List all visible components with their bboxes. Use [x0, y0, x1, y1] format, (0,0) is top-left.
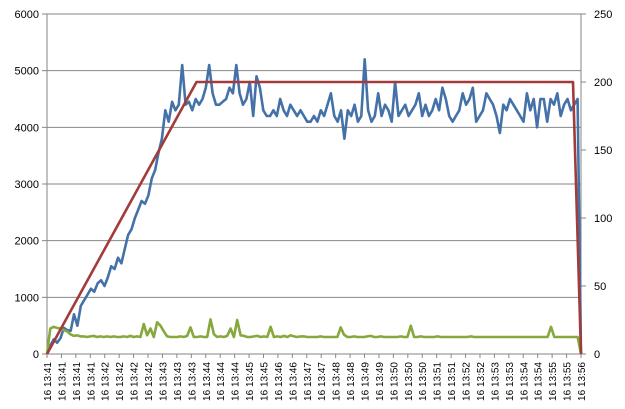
y-right-tick-label: 200 [594, 77, 612, 89]
x-tick-label: 16 13:42 [130, 362, 141, 401]
x-tick-label: 16 13:42 [115, 362, 126, 401]
x-tick-label: 16 13:47 [303, 362, 314, 401]
x-tick-label: 16 13:53 [505, 362, 516, 401]
x-tick-label: 16 13:48 [332, 362, 343, 401]
y-right-tick-label: 50 [594, 281, 606, 293]
y-left-tick-label: 6000 [15, 9, 39, 21]
y-axis-right-labels: 0 50 100 150 200 250 [594, 9, 612, 361]
x-tick-label: 16 13:42 [101, 362, 112, 401]
x-tick-label: 16 13:51 [447, 362, 458, 401]
x-tick-label: 16 13:41 [57, 362, 68, 401]
series-line-1 [45, 58, 583, 355]
x-tick-label: 16 13:41 [86, 362, 97, 401]
x-tick-label: 16 13:55 [563, 362, 574, 401]
x-tick-label: 16 13:54 [519, 362, 530, 401]
x-tick-label: 16 13:41 [72, 362, 83, 401]
y-right-tick-label: 100 [594, 213, 612, 225]
x-tick-label: 16 13:51 [433, 362, 444, 401]
x-tick-label: 16 13:56 [577, 362, 588, 401]
x-tick-label: 16 13:43 [187, 362, 198, 401]
x-tick-label: 16 13:47 [317, 362, 328, 401]
x-tick-label: 16 13:41 [43, 362, 54, 401]
y-axis-left-labels: 0 1000 2000 3000 4000 5000 6000 [15, 9, 39, 361]
y-left-tick-label: 2000 [15, 236, 39, 248]
y-right-tick-label: 250 [594, 9, 612, 21]
x-tick-label: 16 13:49 [361, 362, 372, 401]
x-tick-label: 16 13:50 [404, 362, 415, 401]
y-right-tick-label: 0 [594, 349, 600, 361]
x-tick-label: 16 13:46 [274, 362, 285, 401]
x-tick-label: 16 13:45 [245, 362, 256, 401]
x-tick-label: 16 13:42 [144, 362, 155, 401]
y-left-tick-label: 0 [33, 349, 39, 361]
x-tick-label: 16 13:53 [490, 362, 501, 401]
series-line-2 [45, 318, 583, 355]
y-left-tick-label: 3000 [15, 179, 39, 191]
gridlines [47, 13, 581, 298]
x-tick-label: 16 13:48 [346, 362, 357, 401]
x-tick-label: 16 13:44 [216, 362, 227, 401]
x-tick-label: 16 13:45 [259, 362, 270, 401]
x-tick-label: 16 13:46 [288, 362, 299, 401]
x-tick-label: 16 13:55 [548, 362, 559, 401]
x-tick-label: 16 13:43 [173, 362, 184, 401]
y-left-tick-label: 4000 [15, 122, 39, 134]
x-tick-label: 16 13:50 [418, 362, 429, 401]
x-tick-label: 16 13:52 [462, 362, 473, 401]
x-tick-label: 16 13:50 [389, 362, 400, 401]
series-group [45, 58, 583, 355]
y-left-tick-label: 5000 [15, 66, 39, 78]
x-tick-label: 16 13:43 [158, 362, 169, 401]
series-line-3 [45, 80, 583, 355]
x-tick-label: 16 13:54 [534, 362, 545, 401]
x-axis-labels: 16 13:41 16 13:41 16 13:41 16 13:41 16 13:42… [43, 354, 588, 401]
y-right-tick-label: 150 [594, 145, 612, 157]
x-tick-label: 16 13:52 [476, 362, 487, 401]
y-left-tick-label: 1000 [15, 292, 39, 304]
x-tick-label: 16 13:44 [202, 362, 213, 401]
x-tick-label: 16 13:44 [231, 362, 242, 401]
x-tick-label: 16 13:49 [375, 362, 386, 401]
